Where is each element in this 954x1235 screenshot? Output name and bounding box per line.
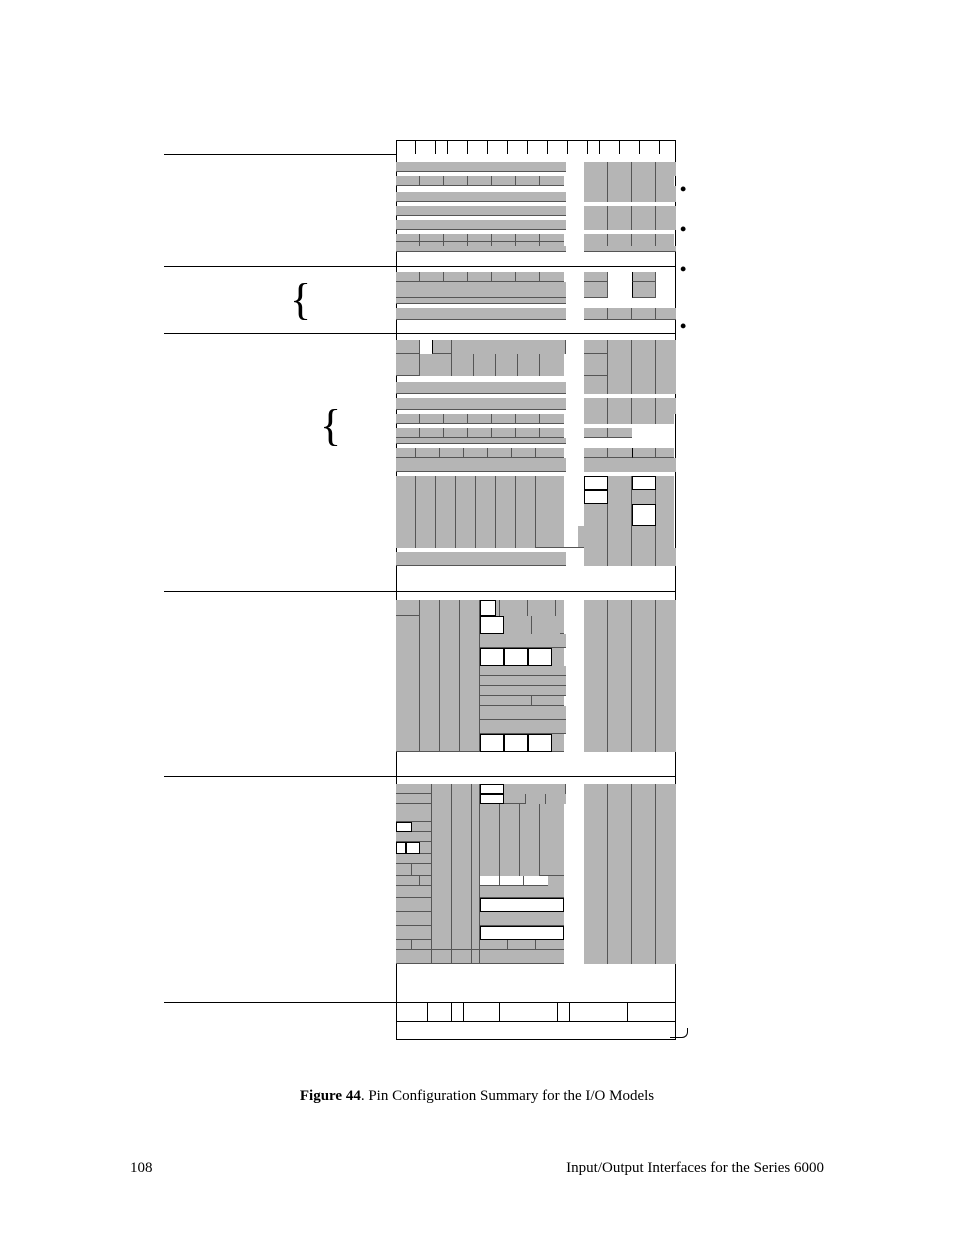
footer-text: Input/Output Interfaces for the Series 6… [566, 1160, 824, 1177]
section-divider [164, 776, 396, 777]
top-notch-row [396, 140, 676, 154]
hook-icon [670, 1028, 688, 1038]
pin-section [396, 162, 676, 252]
brace-glyph: { [320, 404, 341, 448]
section-divider [164, 591, 396, 592]
brace-glyph: { [290, 278, 311, 322]
bottom-notch-row [396, 1002, 676, 1022]
pin-section [396, 600, 676, 752]
section-divider [164, 333, 396, 334]
dot-marker: • [680, 259, 686, 280]
section-divider [164, 154, 396, 155]
pin-diagram [396, 140, 676, 1040]
pin-section [396, 340, 676, 566]
section-divider [164, 266, 396, 267]
figure-caption: Figure 44. Pin Configuration Summary for… [0, 1088, 954, 1105]
figure-number: Figure 44 [300, 1088, 361, 1104]
caption-text: Pin Configuration Summary for the I/O Mo… [368, 1088, 654, 1104]
pin-section [396, 272, 676, 320]
dot-marker: • [680, 219, 686, 240]
dot-marker: • [680, 179, 686, 200]
section-divider [164, 1002, 396, 1003]
pin-section [396, 784, 676, 964]
page-number: 108 [130, 1160, 153, 1177]
dot-marker: • [680, 316, 686, 337]
